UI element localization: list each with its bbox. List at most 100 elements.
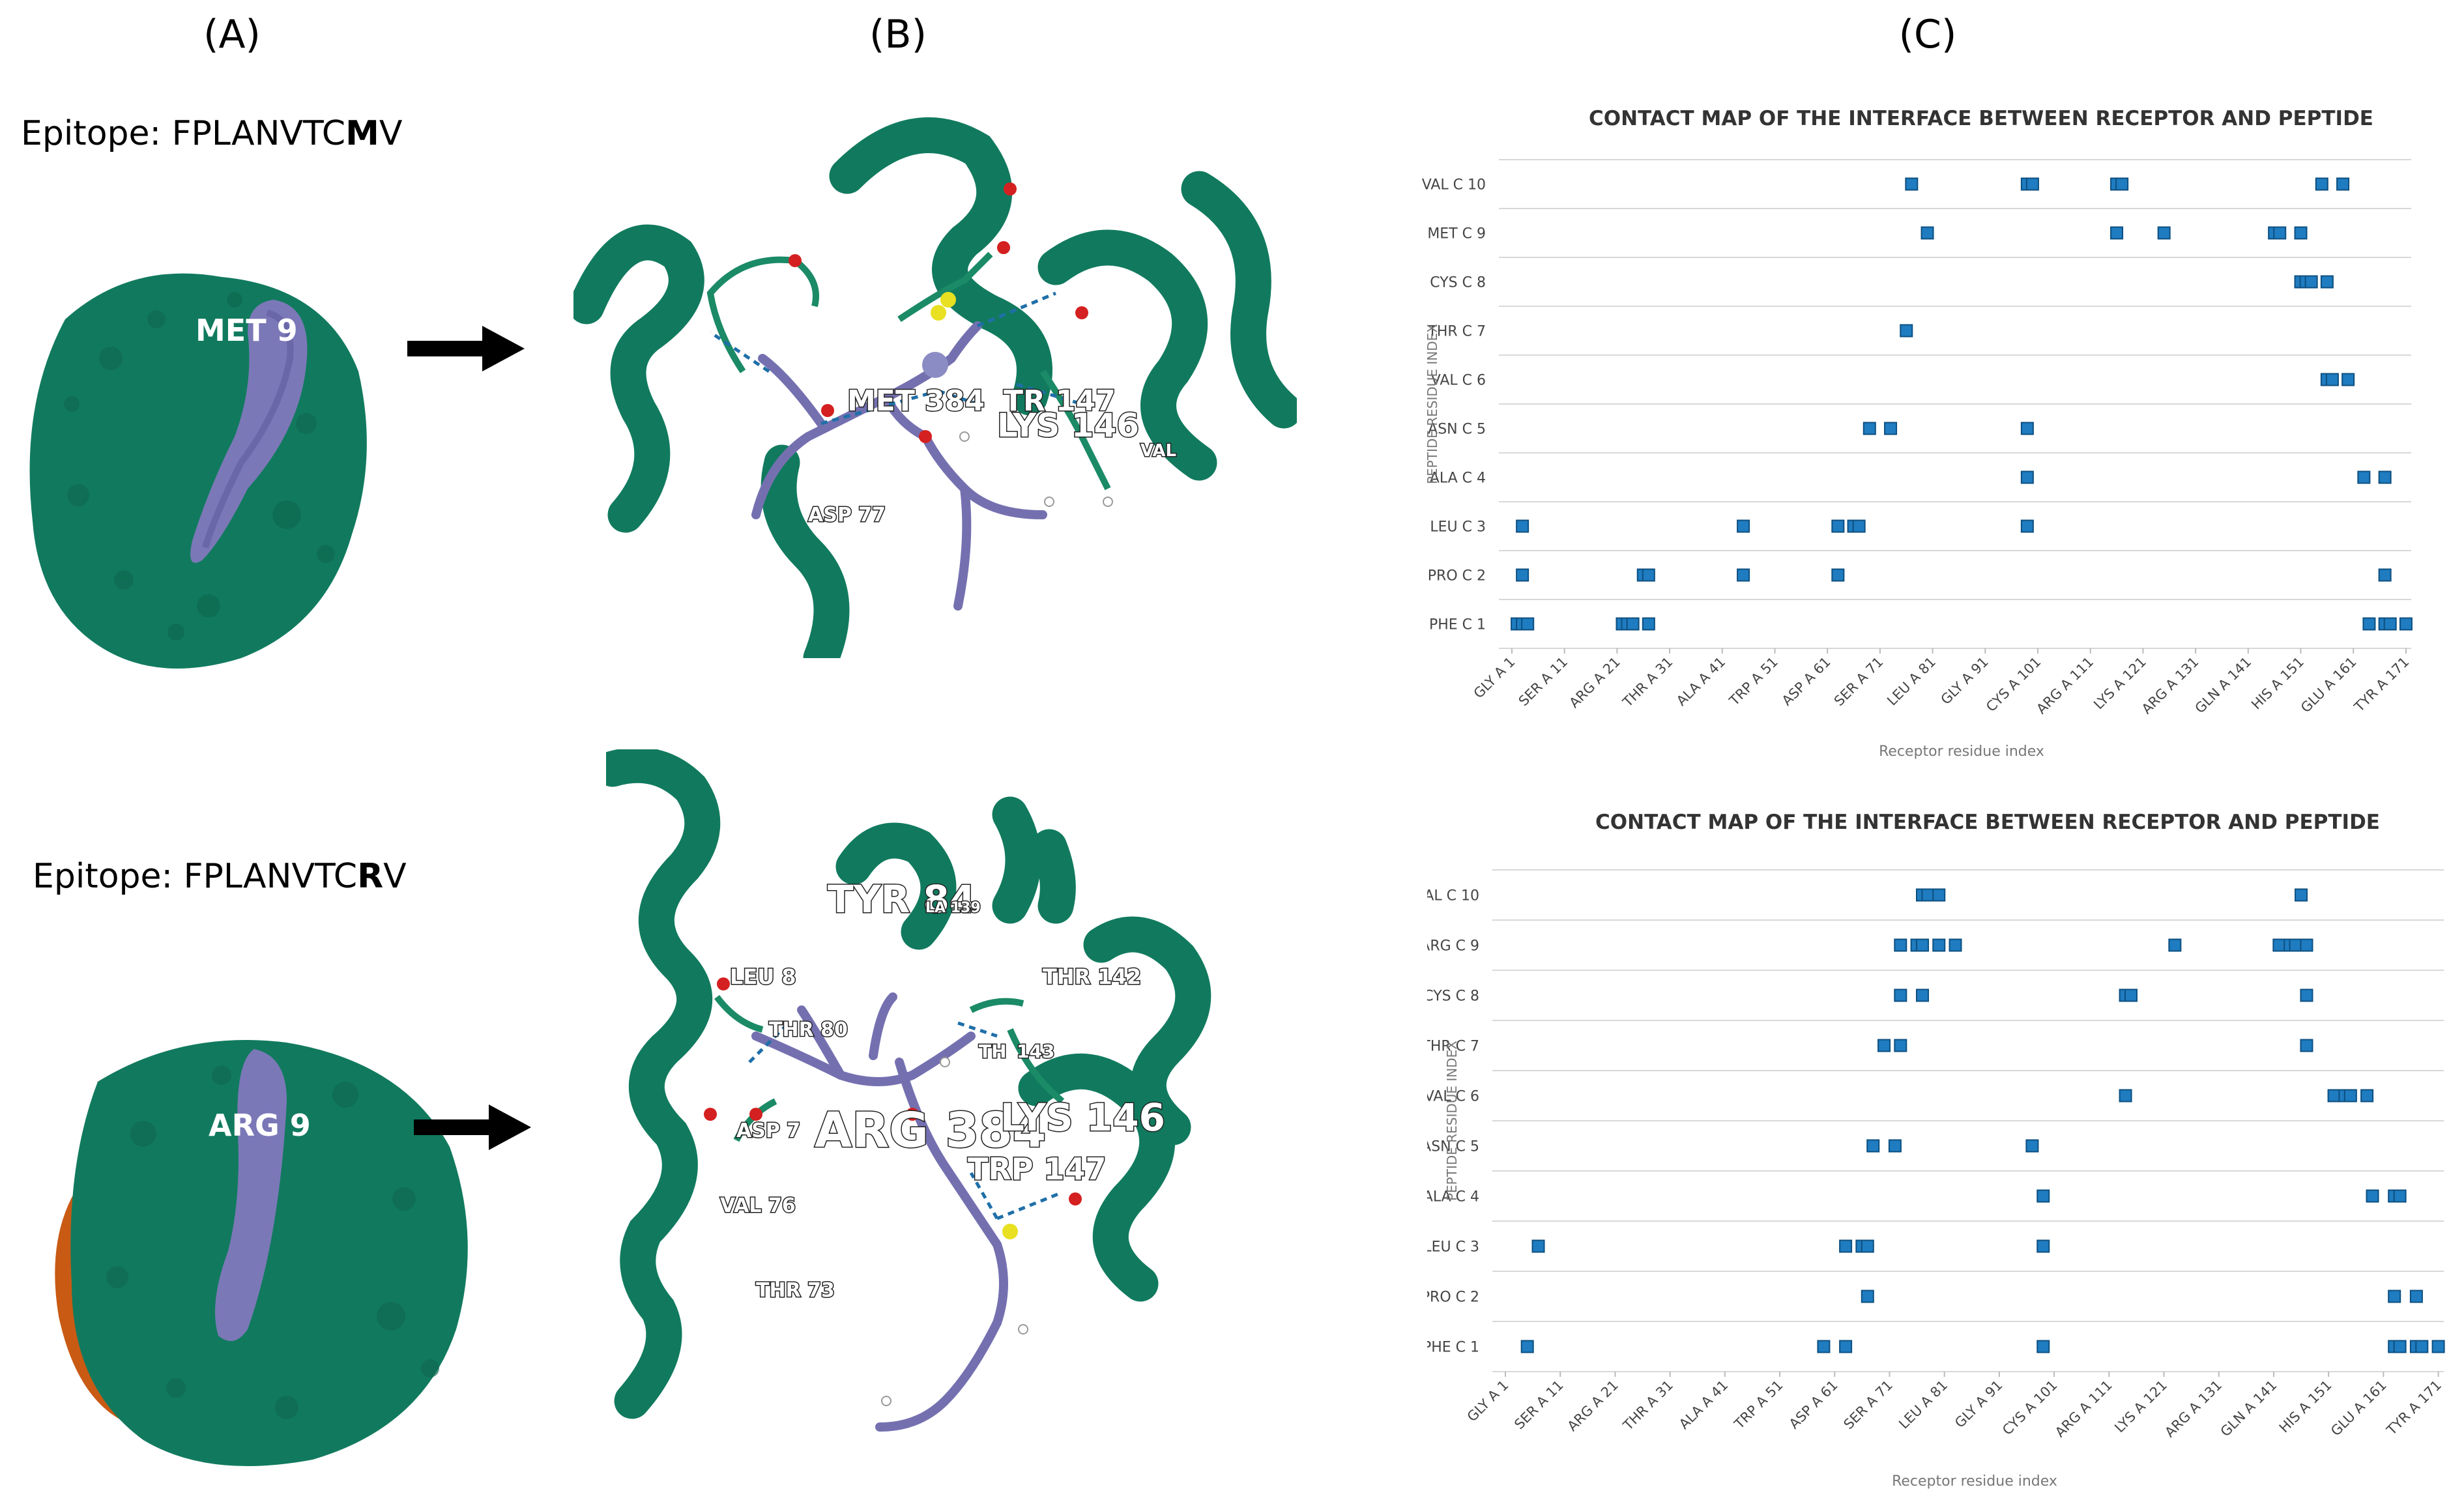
label-val: VAL — [1140, 441, 1176, 461]
y-tick-label: VAL C 6 — [1431, 373, 1486, 389]
interaction-view-row2: TYR 84 LA 139 LEU 8 THR 142 THR 80 TH 14… — [606, 749, 1297, 1473]
label-thr-142: THR 142 — [1043, 964, 1141, 989]
x-tick-label: GLY A 1 — [1471, 654, 1518, 702]
contact-point — [1516, 568, 1529, 582]
contact-point — [2110, 226, 2124, 240]
contact-point — [2295, 888, 2308, 902]
contact-point — [1737, 519, 1750, 533]
y-tick-label: ALA C 4 — [1427, 1189, 1479, 1205]
contact-point — [1626, 617, 1640, 631]
arrow-row1 — [407, 323, 528, 375]
label-val-76: VAL 76 — [720, 1194, 796, 1217]
label-met-384: MET 384 — [847, 384, 985, 418]
x-tick-label: ARG A 131 — [2139, 654, 2202, 717]
contact-point — [2036, 1239, 2050, 1253]
y-tick-label: THR C 7 — [1427, 324, 1486, 340]
contact-point — [2157, 226, 2171, 240]
contact-point — [2383, 617, 2397, 631]
protein-surface-row1 — [13, 241, 378, 684]
contact-point — [1861, 1239, 1874, 1253]
contact-point — [1932, 938, 1946, 952]
x-tick-label: TYR A 171 — [2351, 654, 2412, 715]
contact-point — [2300, 988, 2313, 1002]
x-tick-label: TYR A 171 — [2383, 1377, 2444, 1439]
x-tick-label: GLU A 161 — [2298, 654, 2360, 716]
x-tick-label: LYS A 121 — [2111, 1377, 2170, 1436]
panel-label-a: (A) — [203, 12, 261, 57]
contact-point — [2036, 1189, 2050, 1203]
contact-point — [1516, 519, 1529, 533]
contact-map-1: CONTACT MAP OF THE INTERFACE BETWEEN REC… — [1408, 91, 2450, 769]
label-lys-146: LYS 146 — [1000, 1095, 1165, 1140]
contact-point — [2360, 1089, 2374, 1103]
x-tick-label: GLY A 91 — [1952, 1377, 2005, 1431]
y-axis-title: PEPTIDE RESIDUE INDEX — [1444, 1041, 1460, 1201]
label-tyr-84: TYR 84 — [828, 877, 976, 921]
contact-point — [1866, 1139, 1880, 1153]
contact-point — [2409, 1290, 2423, 1303]
contact-point — [2300, 938, 2313, 952]
x-tick-label: ARG A 111 — [2052, 1377, 2115, 1441]
contact-point — [2341, 373, 2355, 386]
y-tick-label: VAL C 10 — [1422, 177, 1486, 194]
contact-point — [1852, 519, 1866, 533]
x-tick-label: GLY A 91 — [1938, 654, 1992, 708]
y-tick-label: CYS C 8 — [1430, 275, 1486, 291]
x-tick-label: LEU A 81 — [1896, 1377, 1950, 1432]
label-thr-80: THR 80 — [769, 1018, 848, 1041]
contact-point — [1839, 1239, 1853, 1253]
y-tick-label: PRO C 2 — [1427, 1290, 1479, 1306]
x-tick-label: SER A 11 — [1516, 654, 1571, 710]
x-tick-label: LEU A 81 — [1884, 654, 1939, 709]
contact-point — [2294, 226, 2308, 240]
x-tick-label: TRP A 51 — [1731, 1377, 1786, 1433]
y-tick-label: THR C 7 — [1427, 1039, 1479, 1055]
x-tick-label: GLN A 141 — [2192, 654, 2255, 717]
contact-point — [1949, 938, 1962, 952]
x-tick-label: SER A 11 — [1511, 1377, 1567, 1433]
contact-point — [2399, 617, 2413, 631]
contact-point — [1894, 988, 1907, 1002]
contact-point — [1737, 568, 1750, 582]
contact-point — [2020, 519, 2034, 533]
contact-point — [1921, 888, 1935, 902]
epitope-label-row1: Epitope: FPLANVTCMV — [21, 114, 403, 153]
panel-label-c: (C) — [1898, 12, 1957, 57]
contact-point — [2025, 177, 2039, 191]
y-tick-label: PHE C 1 — [1429, 617, 1486, 633]
protein-surface-row2 — [39, 1003, 482, 1473]
contact-point — [2357, 470, 2371, 484]
contact-point — [2020, 422, 2034, 435]
label-asp-7: ASP 7 — [736, 1119, 800, 1142]
surface-label-row1: MET 9 — [196, 313, 298, 348]
contact-point — [1831, 519, 1845, 533]
x-tick-label: THR A 31 — [1619, 654, 1676, 711]
contact-point — [2362, 617, 2376, 631]
contact-point — [1861, 1290, 1874, 1303]
y-tick-label: ASN C 5 — [1427, 1139, 1479, 1155]
contact-point — [1932, 888, 1946, 902]
epitope-label-row2: Epitope: FPLANVTCRV — [33, 857, 407, 896]
contact-point — [2168, 938, 2182, 952]
arrow-row2 — [414, 1101, 534, 1153]
contact-point — [2415, 1340, 2429, 1353]
contact-point — [2378, 568, 2392, 582]
y-tick-label: ALA C 4 — [1430, 470, 1486, 487]
contact-point — [2300, 1039, 2313, 1052]
x-axis-title: Receptor residue index — [1879, 743, 2044, 760]
contact-point — [2124, 988, 2138, 1002]
y-tick-label: PHE C 1 — [1427, 1340, 1479, 1356]
contact-point — [2431, 1340, 2445, 1353]
y-tick-label: VAL C 10 — [1427, 888, 1479, 904]
x-tick-label: GLY A 1 — [1464, 1377, 1512, 1425]
contact-point — [1831, 568, 1845, 582]
contact-point — [2025, 1139, 2039, 1153]
contact-point — [2289, 938, 2302, 952]
contact-point — [1531, 1239, 1545, 1253]
contact-point — [1642, 617, 1655, 631]
contact-point — [2343, 1089, 2357, 1103]
x-tick-label: TRP A 51 — [1726, 654, 1782, 710]
contact-point — [2273, 226, 2287, 240]
y-tick-label: LEU C 3 — [1430, 519, 1486, 536]
label-thr: TH — [979, 1041, 1007, 1062]
